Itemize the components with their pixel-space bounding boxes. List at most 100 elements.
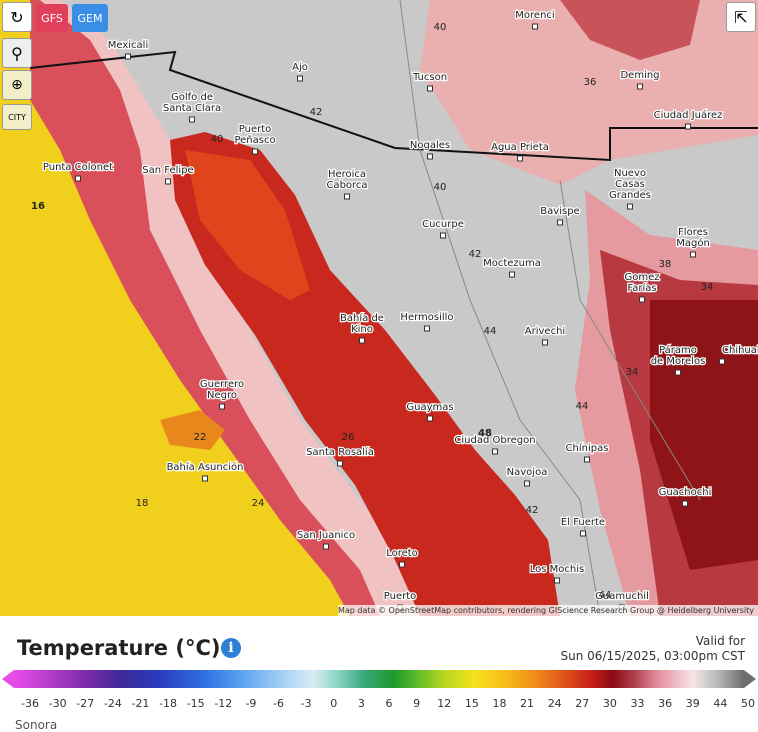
city-label: Golfo de (171, 92, 213, 103)
city-label: Flores (678, 227, 708, 238)
contour-label: 44 (576, 401, 589, 412)
scale-label: -36 (21, 697, 39, 710)
contour-label: 38 (659, 259, 672, 270)
city-label: Grandes (609, 190, 651, 201)
scale-label: 27 (575, 697, 590, 710)
city-marker (639, 296, 645, 303)
contour-label: 44 (599, 590, 612, 601)
city-label: Guaymas (406, 402, 453, 413)
zoom-button[interactable]: ⊕ (2, 70, 32, 100)
city-marker (675, 369, 681, 376)
contour-label: 34 (701, 282, 714, 293)
contour-label: 42 (469, 249, 482, 260)
contour-label: 22 (194, 432, 207, 443)
contour-label: 34 (626, 367, 639, 378)
scale-label: 24 (547, 697, 562, 710)
city-marker (584, 456, 590, 463)
city-marker (532, 23, 538, 30)
scale-label: 39 (685, 697, 700, 710)
contour-label: 40 (211, 134, 224, 145)
city-marker (517, 155, 523, 162)
contour-label: 42 (310, 107, 323, 118)
contour-label: 16 (31, 201, 45, 212)
ocean-warm (0, 100, 350, 616)
city-label: Chihuahua (722, 345, 758, 356)
city-marker (427, 85, 433, 92)
city-label: Cucurpe (422, 219, 464, 230)
scale-label: 21 (520, 697, 535, 710)
model-button[interactable]: GEM (72, 4, 108, 32)
contour-label: 42 (526, 505, 539, 516)
scale-label: -27 (76, 697, 95, 710)
refresh-button[interactable]: ↻ (2, 2, 32, 32)
contour-label: 26 (342, 432, 355, 443)
scale-label: 9 (413, 697, 421, 710)
legend-title: Temperature (°C) (17, 636, 221, 660)
city-label: Bahía de (340, 312, 384, 324)
contour-label: 24 (252, 498, 265, 509)
city-label: Bahía Asunción (167, 461, 244, 473)
scale-label: -12 (214, 697, 233, 710)
city-label: Navojoa (507, 467, 548, 478)
scale-label: -15 (186, 697, 205, 710)
scale-label: 36 (658, 697, 673, 710)
city-label: Guamuchil (595, 591, 649, 602)
state-line (399, 0, 601, 616)
city-button[interactable]: CITY (2, 104, 32, 130)
state-line (559, 179, 701, 501)
city-marker (219, 403, 225, 410)
scale-label: 3 (357, 697, 365, 710)
city-marker (509, 271, 515, 278)
contour-label: 36 (584, 77, 597, 88)
city-label: Agua Prieta (491, 142, 549, 153)
color-scale (14, 670, 744, 688)
city-label: Santa Clara (163, 103, 221, 114)
scale-label: -18 (159, 697, 178, 710)
lagoon (160, 410, 225, 450)
city-label: Bavispe (540, 206, 579, 217)
city-marker (424, 325, 430, 332)
city-marker (202, 475, 208, 482)
city-marker (323, 543, 329, 550)
city-label: Magón (676, 237, 710, 249)
scale-label: -9 (245, 697, 257, 710)
city-label: Ajo (292, 62, 308, 73)
city-label: Peñasco (234, 135, 275, 146)
city-marker (542, 339, 548, 346)
city-marker (297, 75, 303, 82)
valid-time: Sun 06/15/2025, 03:00pm CST (560, 649, 745, 663)
location-button[interactable]: ⚲ (2, 38, 32, 68)
city-label: Hermosillo (400, 312, 453, 323)
very-hot-zone (650, 300, 758, 570)
city-label: Mexicali (108, 40, 148, 51)
city-label: Deming (620, 70, 659, 81)
scale-arrow (2, 670, 14, 688)
map[interactable]: Mexicali Morenci Ajo Tucson Deming Ciudad Juá… (0, 0, 758, 616)
scale-label: -30 (48, 697, 67, 710)
share-button[interactable]: ⇱ (726, 2, 756, 32)
city-label: Puerto (239, 124, 272, 135)
map-attribution: Map data © OpenStreetMap contributors, r… (338, 605, 758, 616)
city-marker (682, 500, 688, 507)
city-label: de Morelos (651, 356, 706, 367)
city-marker (427, 415, 433, 422)
city-label: Caborca (326, 180, 367, 191)
city-marker (252, 148, 258, 155)
city-label: Guachochi (659, 487, 712, 498)
city-label: Farías (627, 282, 656, 294)
city-label: Puerto (384, 591, 417, 602)
scale-label: 15 (464, 697, 479, 710)
city-label: Ciudad Obregon (454, 435, 535, 446)
city-label: Nuevo (614, 168, 646, 179)
city-marker (719, 358, 725, 365)
scale-label: 50 (741, 697, 755, 710)
info-button[interactable]: i (221, 638, 241, 658)
city-marker (344, 193, 350, 200)
city-label: Tucson (412, 72, 447, 83)
scale-label: -3 (300, 697, 312, 710)
model-button[interactable]: GFS (36, 4, 68, 32)
scale-label: 12 (437, 697, 452, 710)
city-marker (337, 460, 343, 467)
city-label: Punta Colonet (43, 162, 113, 173)
